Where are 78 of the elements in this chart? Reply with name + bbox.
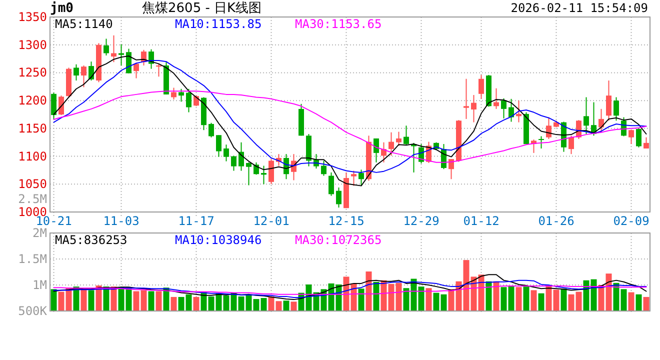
candlestick [614, 96, 619, 122]
candlestick [238, 142, 244, 172]
candlestick [478, 74, 484, 100]
y-tick-label: 1250 [18, 66, 47, 80]
candlestick [246, 162, 252, 186]
candlestick [58, 95, 64, 116]
line-series [53, 286, 647, 295]
candlestick [231, 155, 236, 172]
x-tick-label: 01-26 [538, 214, 574, 228]
candlestick [104, 38, 109, 56]
candlestick [598, 108, 604, 133]
candlestick [194, 95, 199, 107]
text: MA30:1153.65 [295, 17, 382, 31]
candlestick [471, 94, 476, 123]
y-tick-label: 2M [32, 226, 47, 240]
text: MA5:836253 [55, 233, 128, 247]
candlestick [358, 169, 364, 186]
candlestick [51, 92, 56, 120]
chart-title: 焦煤2605 - 日K线图 [142, 1, 262, 16]
candlestick [208, 122, 214, 138]
candlestick [448, 158, 454, 180]
x-tick-label: 11-17 [178, 214, 214, 228]
text: MA10:1038946 [175, 233, 262, 247]
candlestick [328, 172, 334, 196]
x-tick-label: 12-15 [328, 214, 364, 228]
line-series [53, 274, 647, 300]
candlestick [388, 132, 394, 156]
text: 2.5M [18, 192, 47, 206]
candlestick [501, 98, 506, 119]
y-tick-label: 1200 [18, 94, 47, 108]
text: MA30:1072365 [295, 233, 382, 247]
candlestick [171, 87, 176, 100]
x-tick-label: 11-03 [103, 214, 140, 228]
chart-subtitle: jm0 [50, 1, 74, 16]
candlestick [224, 144, 229, 162]
candlestick [321, 160, 326, 176]
text: 2026-02-11 15:54:09 [510, 1, 648, 15]
candlestick [336, 186, 342, 208]
text: MA5:1140 [55, 17, 113, 31]
candlestick [81, 64, 86, 88]
x-tick-label: 02-09 [613, 214, 650, 228]
x-tick-label: 12-29 [403, 214, 440, 228]
candlestick [636, 128, 642, 148]
y-tick-label: 1050 [18, 177, 47, 192]
candlestick [644, 136, 649, 149]
candlestick [74, 64, 79, 82]
line-series [53, 280, 647, 298]
y-tick-label: 1100 [18, 149, 47, 164]
candlestick [216, 134, 222, 158]
x-tick-label: 12-01 [253, 214, 290, 228]
candlestick [351, 170, 356, 186]
candlestick [88, 61, 94, 82]
candlestick [516, 100, 522, 123]
candlestick [396, 131, 402, 146]
candlestick [538, 136, 544, 149]
text: MA10:1153.85 [175, 17, 262, 31]
y-tick-label: 500K [18, 304, 48, 318]
candlestick [584, 96, 589, 134]
candlestick [546, 116, 552, 140]
candlestick [508, 98, 514, 122]
candlestick [178, 88, 184, 102]
candlestick [111, 34, 116, 63]
candlestick [118, 44, 124, 66]
candlestick [628, 129, 634, 145]
y-tick-label: 1.5M [18, 252, 47, 266]
candlestick [494, 88, 499, 110]
x-tick-label: 01-12 [463, 214, 500, 228]
candlestick [134, 62, 139, 79]
candlestick [186, 88, 192, 113]
candlestick [404, 125, 409, 146]
y-tick-label: 1150 [18, 121, 47, 136]
candlestick [606, 80, 612, 122]
y-tick-label: 1M [32, 278, 47, 292]
y-tick-label: 1300 [18, 38, 47, 52]
candlestick [268, 158, 274, 185]
y-tick-label: 1350 [18, 10, 47, 24]
candlestick [464, 78, 469, 120]
candlestick [568, 135, 574, 155]
